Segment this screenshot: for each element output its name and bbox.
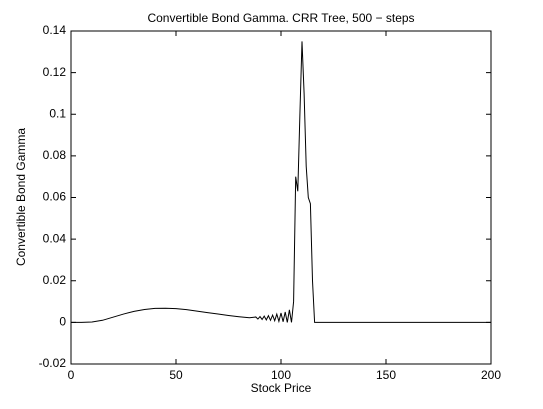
y-tick-label: 0.12 (43, 65, 67, 79)
y-tick-label: 0.14 (43, 23, 67, 37)
y-tick-label: -0.02 (39, 356, 67, 370)
line (71, 41, 491, 324)
y-tick-label: 0.06 (43, 190, 67, 204)
y-tick-label: 0.02 (43, 273, 67, 287)
x-axis-label: Stock Price (251, 381, 312, 395)
y-tick-label: 0 (59, 315, 66, 329)
x-tick-label: 150 (376, 368, 396, 382)
chart-title: Convertible Bond Gamma. CRR Tree, 500 − … (147, 11, 414, 25)
x-tick-label: 0 (68, 368, 75, 382)
x-tick-label: 100 (271, 368, 291, 382)
y-tick-label: 0.1 (49, 106, 66, 120)
x-tick-label: 200 (481, 368, 501, 382)
x-tick-label: 50 (169, 368, 183, 382)
y-tick-label: 0.08 (43, 148, 67, 162)
y-tick-label: 0.04 (43, 231, 67, 245)
y-axis-label: Convertible Bond Gamma (14, 128, 28, 266)
